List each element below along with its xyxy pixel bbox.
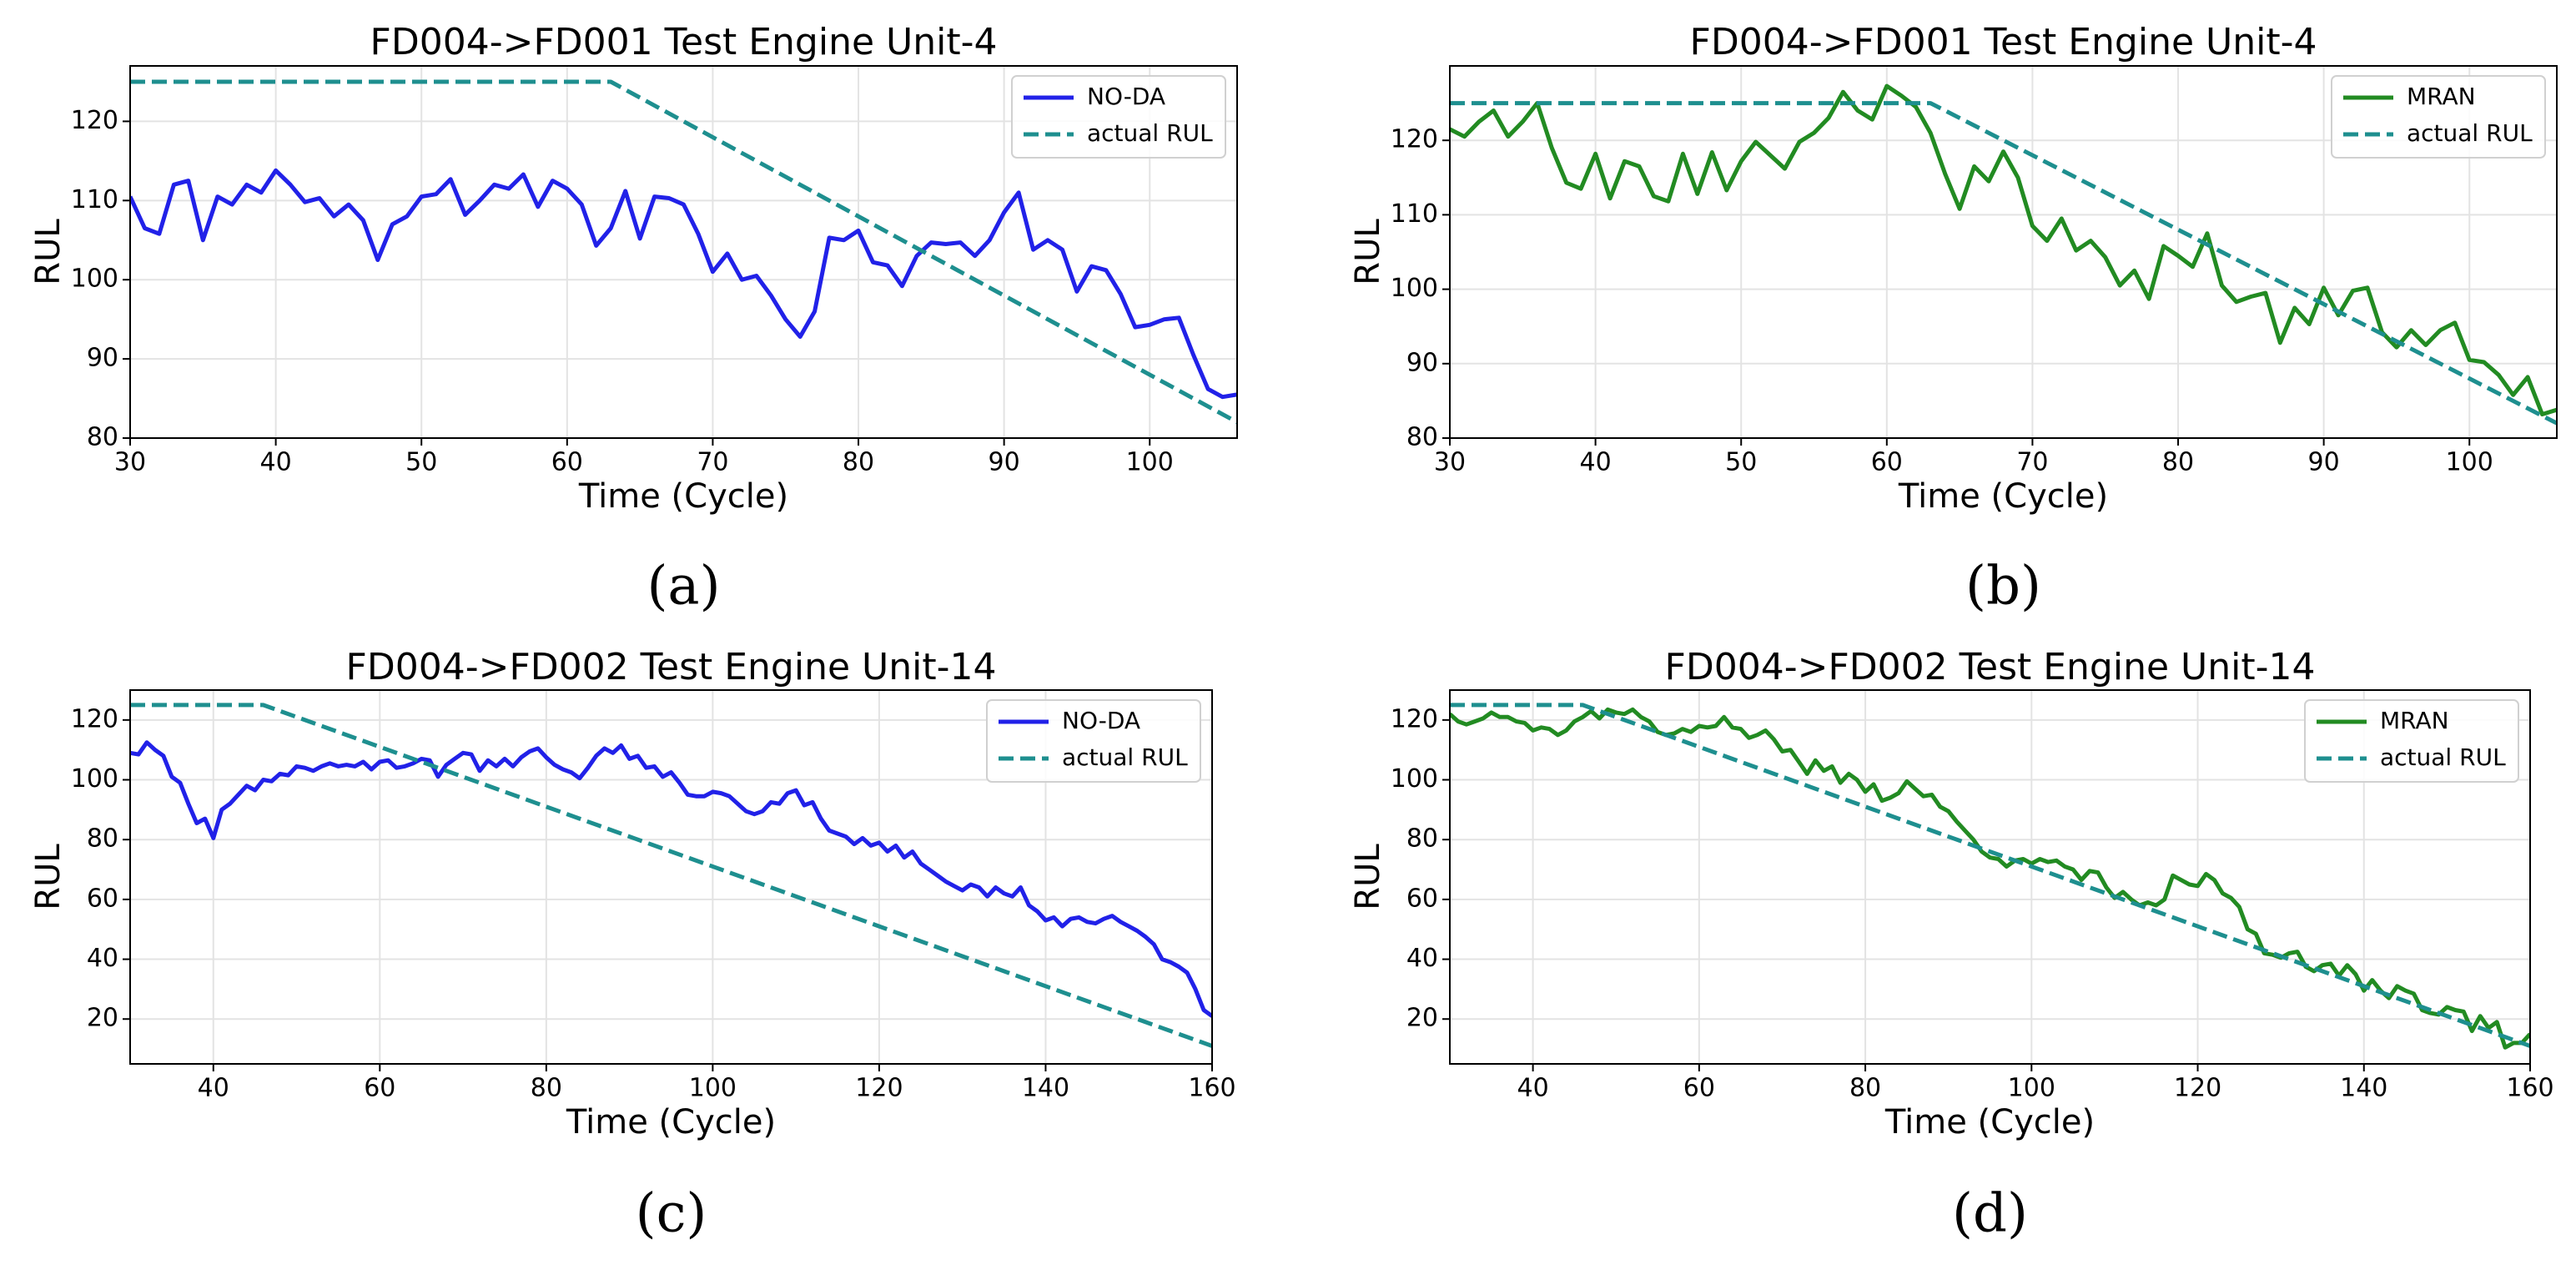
x-tick-label: 80 xyxy=(1849,1074,1881,1103)
x-tick-label: 60 xyxy=(1871,448,1903,477)
x-axis-label: Time (Cycle) xyxy=(1898,477,2108,516)
series-line xyxy=(130,79,1237,425)
chart-title: FD004->FD002 Test Engine Unit-14 xyxy=(346,646,997,688)
plot-frame xyxy=(129,689,1213,1065)
y-tick-label: 120 xyxy=(1391,125,1438,154)
y-axis-label: RUL xyxy=(1349,844,1387,910)
plot-frame xyxy=(1449,689,2531,1065)
panel: 40 60 80 100 120 140 160 20 40 60 80 100 120 FD004->F… xyxy=(1349,646,2554,1245)
x-tick-label: 80 xyxy=(531,1074,562,1103)
y-tick-label: 100 xyxy=(1391,274,1438,303)
x-tick-label: 50 xyxy=(405,448,437,477)
legend-label: NO-DA xyxy=(1062,707,1140,734)
x-tick-label: 160 xyxy=(1188,1074,1235,1103)
panel: 40 60 80 100 120 140 160 20 40 60 80 100 120 FD004->F… xyxy=(29,646,1236,1245)
x-tick-label: 90 xyxy=(2308,448,2340,477)
y-tick-label: 80 xyxy=(1406,824,1438,854)
y-tick-label: 100 xyxy=(1391,764,1438,794)
x-tick-label: 80 xyxy=(843,448,874,477)
y-axis-label: RUL xyxy=(29,844,68,910)
chart-title: FD004->FD002 Test Engine Unit-14 xyxy=(1665,646,2316,688)
legend-label: MRAN xyxy=(2407,83,2476,110)
y-tick-label: 90 xyxy=(1406,348,1438,377)
x-tick-label: 30 xyxy=(1434,448,1466,477)
x-tick-label: 60 xyxy=(364,1074,395,1103)
x-tick-label: 40 xyxy=(198,1074,229,1103)
x-tick-label: 120 xyxy=(855,1074,903,1103)
panel: 30 40 50 60 70 80 90 100 80 90 100 110 120 FD004->FD0… xyxy=(1349,21,2558,617)
y-tick-label: 20 xyxy=(1406,1004,1438,1033)
plot-frame xyxy=(129,65,1238,439)
x-tick-label: 80 xyxy=(2162,448,2194,477)
plot-frame xyxy=(1449,65,2558,439)
x-tick-label: 90 xyxy=(989,448,1020,477)
x-axis-label: Time (Cycle) xyxy=(566,1103,776,1141)
x-tick-label: 140 xyxy=(2340,1074,2387,1103)
x-tick-label: 100 xyxy=(2446,448,2493,477)
x-tick-label: 100 xyxy=(2008,1074,2055,1103)
caption: (a) xyxy=(647,556,720,617)
y-tick-label: 80 xyxy=(87,423,118,452)
x-tick-label: 60 xyxy=(1683,1074,1715,1103)
y-tick-label: 100 xyxy=(71,764,118,794)
y-tick-label: 60 xyxy=(1406,884,1438,913)
legend-label: MRAN xyxy=(2380,707,2449,734)
chart-title: FD004->FD001 Test Engine Unit-4 xyxy=(1690,21,2317,63)
panel: 30 40 50 60 70 80 90 100 80 90 100 110 120 FD004->FD0… xyxy=(29,21,1238,617)
y-tick-label: 110 xyxy=(71,185,118,214)
x-tick-label: 120 xyxy=(2174,1074,2221,1103)
y-tick-label: 80 xyxy=(87,824,118,854)
x-tick-label: 100 xyxy=(1126,448,1174,477)
chart-title: FD004->FD001 Test Engine Unit-4 xyxy=(370,21,998,63)
x-tick-label: 40 xyxy=(260,448,292,477)
series-line xyxy=(130,168,1237,400)
y-tick-label: 120 xyxy=(71,704,118,733)
x-tick-label: 40 xyxy=(1517,1074,1549,1103)
y-tick-label: 20 xyxy=(87,1004,118,1033)
y-tick-label: 80 xyxy=(1406,423,1438,452)
caption: (c) xyxy=(636,1183,707,1245)
series-line xyxy=(1450,703,2530,1048)
legend-label: actual RUL xyxy=(2380,743,2506,771)
x-tick-label: 100 xyxy=(689,1074,737,1103)
x-axis-label: Time (Cycle) xyxy=(578,477,788,516)
legend-label: actual RUL xyxy=(1087,119,1213,147)
y-tick-label: 120 xyxy=(1391,704,1438,733)
x-axis-label: Time (Cycle) xyxy=(1884,1103,2095,1141)
series-line xyxy=(1450,101,2557,426)
caption: (b) xyxy=(1965,556,2041,617)
x-tick-label: 30 xyxy=(114,448,146,477)
x-tick-label: 50 xyxy=(1725,448,1757,477)
legend-label: NO-DA xyxy=(1087,83,1165,110)
y-axis-label: RUL xyxy=(29,219,68,285)
y-tick-label: 40 xyxy=(87,944,118,973)
legend-label: actual RUL xyxy=(1062,743,1188,771)
series-line xyxy=(130,703,1212,1048)
y-axis-label: RUL xyxy=(1349,219,1387,285)
y-tick-label: 90 xyxy=(87,344,118,373)
y-tick-label: 110 xyxy=(1391,199,1438,229)
x-tick-label: 70 xyxy=(697,448,728,477)
y-tick-label: 60 xyxy=(87,884,118,913)
series-line xyxy=(130,740,1212,1018)
legend-label: actual RUL xyxy=(2407,119,2533,147)
x-tick-label: 140 xyxy=(1022,1074,1069,1103)
x-tick-label: 70 xyxy=(2016,448,2048,477)
caption: (d) xyxy=(1952,1183,2028,1245)
y-tick-label: 120 xyxy=(71,106,118,135)
series-line xyxy=(1450,83,2557,416)
y-tick-label: 100 xyxy=(71,265,118,294)
series-line xyxy=(1450,707,2530,1050)
x-tick-label: 160 xyxy=(2506,1074,2553,1103)
x-tick-label: 40 xyxy=(1580,448,1612,477)
y-tick-label: 40 xyxy=(1406,944,1438,973)
x-tick-label: 60 xyxy=(551,448,583,477)
